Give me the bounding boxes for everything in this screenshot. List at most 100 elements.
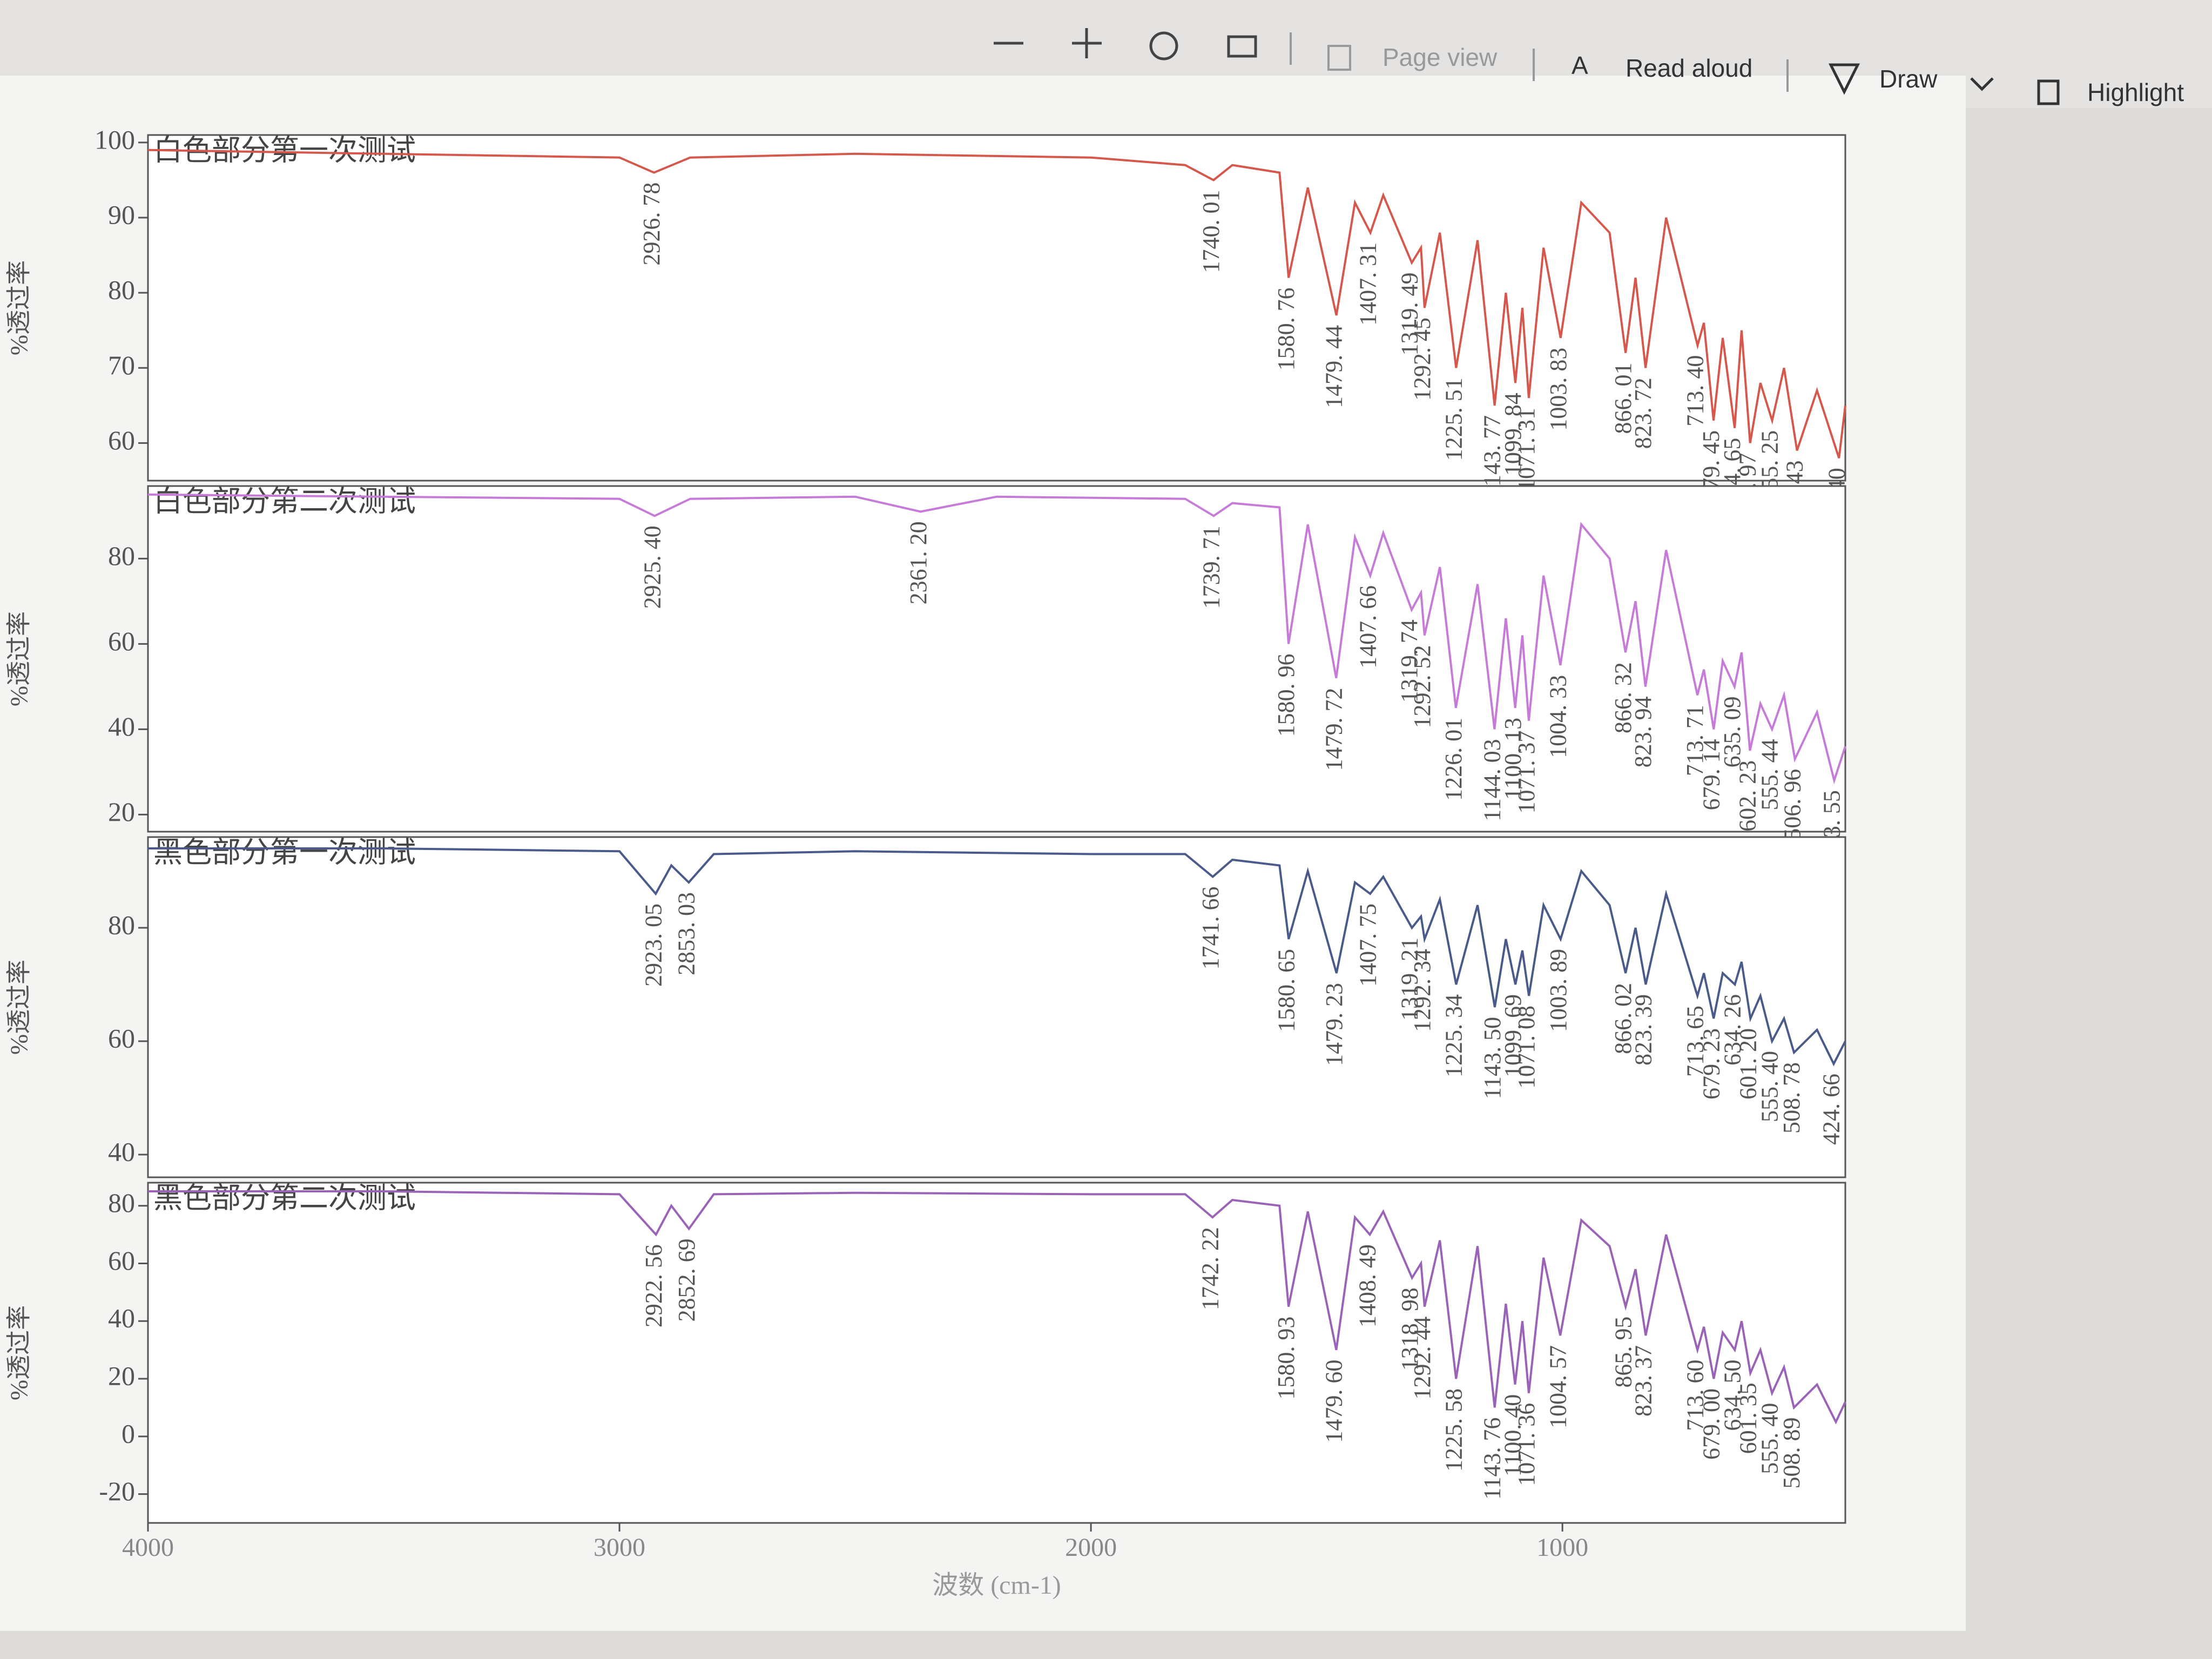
peak-label: 1099. 84 <box>1500 393 1526 476</box>
peak-label: 1740. 01 <box>1198 190 1224 273</box>
panel-title: 白色部分第二次测试 <box>153 485 416 517</box>
peak-label: 1225. 58 <box>1440 1388 1467 1472</box>
plot-frame <box>147 485 1846 833</box>
peak-label: 1319. 49 <box>1396 273 1422 356</box>
y-axis-label: %透过率 <box>5 260 33 355</box>
peak-label: 1318. 98 <box>1397 1287 1423 1371</box>
peak-label: 1580. 65 <box>1273 949 1299 1032</box>
peak-label: 634. 50 <box>1719 1360 1745 1431</box>
y-tick-label: 20 <box>108 797 135 827</box>
peak-label: 1479. 60 <box>1321 1360 1347 1443</box>
peak-label: 2925. 40 <box>639 525 665 609</box>
peak-label: 1071. 31 <box>1513 408 1540 491</box>
peak-label: 1407. 66 <box>1354 585 1381 669</box>
peak-label: 1742. 22 <box>1197 1227 1223 1310</box>
y-tick-label: 60 <box>108 626 135 656</box>
peak-label: 1003. 83 <box>1545 348 1572 431</box>
read-aloud-button[interactable]: Read aloud <box>1626 54 1752 82</box>
peak-label: 866. 02 <box>1610 983 1636 1054</box>
peak-label: 823. 72 <box>1630 377 1656 449</box>
x-tick-label: 3000 <box>594 1533 645 1562</box>
draw-button[interactable]: Draw <box>1879 65 1938 93</box>
peak-label: 1408. 49 <box>1354 1244 1381 1327</box>
peak-label: 866. 01 <box>1610 362 1636 434</box>
peak-label: 1479. 23 <box>1321 983 1347 1066</box>
plot-frame <box>147 134 1846 482</box>
peak-label: 506. 96 <box>1779 769 1806 840</box>
peak-label: 1071. 37 <box>1513 731 1540 814</box>
x-axis-label: 波数 (cm-1) <box>932 1571 1061 1600</box>
y-tick-label: 20 <box>108 1361 135 1391</box>
peak-label: 508. 89 <box>1778 1417 1805 1488</box>
y-tick-label: 90 <box>108 200 135 230</box>
toolbar: Page view A Read aloud Draw Highlight <box>994 28 2184 106</box>
peak-label: 1739. 71 <box>1198 525 1224 609</box>
peak-label: 865. 95 <box>1610 1317 1636 1388</box>
peak-label: 1225. 34 <box>1441 994 1467 1077</box>
peak-label: 1099. 69 <box>1500 994 1526 1077</box>
x-tick-label: 2000 <box>1065 1533 1117 1562</box>
fit-icon[interactable] <box>1227 35 1257 58</box>
spectrum-line <box>147 493 1846 785</box>
y-tick-label: 40 <box>108 1303 135 1333</box>
peak-label: 1741. 66 <box>1197 887 1224 970</box>
peak-label: 1225. 51 <box>1440 377 1467 461</box>
peak-label: 679. 14 <box>1698 739 1724 810</box>
peak-label: 2361. 20 <box>905 521 932 604</box>
peak-label: 1580. 93 <box>1273 1317 1299 1400</box>
peak-label: 713. 60 <box>1682 1360 1708 1431</box>
peak-label: 424. 66 <box>1818 1074 1845 1145</box>
y-tick-label: 40 <box>108 1136 135 1166</box>
highlight-button[interactable]: Highlight <box>2087 78 2184 106</box>
y-tick-label: 80 <box>108 1188 135 1218</box>
peak-label: 1292. 52 <box>1409 645 1435 729</box>
peak-label: 823. 94 <box>1630 696 1656 767</box>
y-tick-label: 60 <box>108 1023 135 1053</box>
panel-title: 黑色部分第二次测试 <box>153 1182 416 1214</box>
peak-label: 679. 00 <box>1698 1388 1725 1460</box>
peak-label: 602. 23 <box>1735 760 1761 832</box>
peak-label: 1319. 74 <box>1396 619 1422 703</box>
page-view-button[interactable]: Page view <box>1382 43 1498 71</box>
x-tick-label: 4000 <box>122 1533 174 1562</box>
peak-label: 2926. 78 <box>638 183 665 266</box>
peak-label: 555. 40 <box>1756 1403 1783 1474</box>
peak-label: 713. 71 <box>1682 705 1708 776</box>
peak-label: 2853. 03 <box>673 892 699 975</box>
spectrum-line <box>147 149 1846 458</box>
x-tick-label: 1000 <box>1536 1533 1588 1562</box>
peak-label: 508. 78 <box>1778 1062 1805 1134</box>
page-view-icon <box>1327 45 1351 71</box>
peak-label: 713. 40 <box>1682 355 1708 427</box>
peak-label: 2922. 56 <box>640 1244 667 1327</box>
y-axis-label: %透过率 <box>5 1305 33 1400</box>
peak-label: 1100. 13 <box>1500 718 1526 800</box>
peak-label: 1144. 03 <box>1479 739 1506 821</box>
peak-label: 2852. 69 <box>673 1238 700 1321</box>
peak-label: 1479. 44 <box>1321 325 1347 408</box>
peak-label: 2923. 05 <box>640 903 666 987</box>
y-axis-label: %透过率 <box>5 611 33 706</box>
y-tick-label: 60 <box>108 1245 135 1276</box>
peak-label: 1407. 75 <box>1354 903 1381 987</box>
peak-label: 634. 26 <box>1719 994 1746 1065</box>
draw-dropdown[interactable] <box>1970 77 1994 91</box>
peak-label: 1143. 77 <box>1479 415 1506 497</box>
peak-label: 1292. 34 <box>1409 949 1435 1032</box>
rotate-icon[interactable] <box>1149 31 1178 60</box>
y-tick-label: 80 <box>108 541 135 571</box>
peak-label: 1003. 89 <box>1545 949 1572 1032</box>
peak-label: 823. 39 <box>1630 994 1656 1065</box>
plot-frame <box>147 1182 1846 1524</box>
peak-label: 1479. 72 <box>1320 688 1347 771</box>
y-tick-label: 80 <box>108 275 135 305</box>
peak-label: 1071. 08 <box>1513 1006 1540 1089</box>
peak-label: 1143. 50 <box>1479 1017 1506 1099</box>
y-tick-label: 40 <box>108 711 135 741</box>
peak-label: 555. 40 <box>1756 1051 1783 1122</box>
peak-label: 1292. 44 <box>1409 1317 1435 1400</box>
highlight-icon <box>2037 79 2060 105</box>
read-aloud-icon: A <box>1572 51 1588 79</box>
